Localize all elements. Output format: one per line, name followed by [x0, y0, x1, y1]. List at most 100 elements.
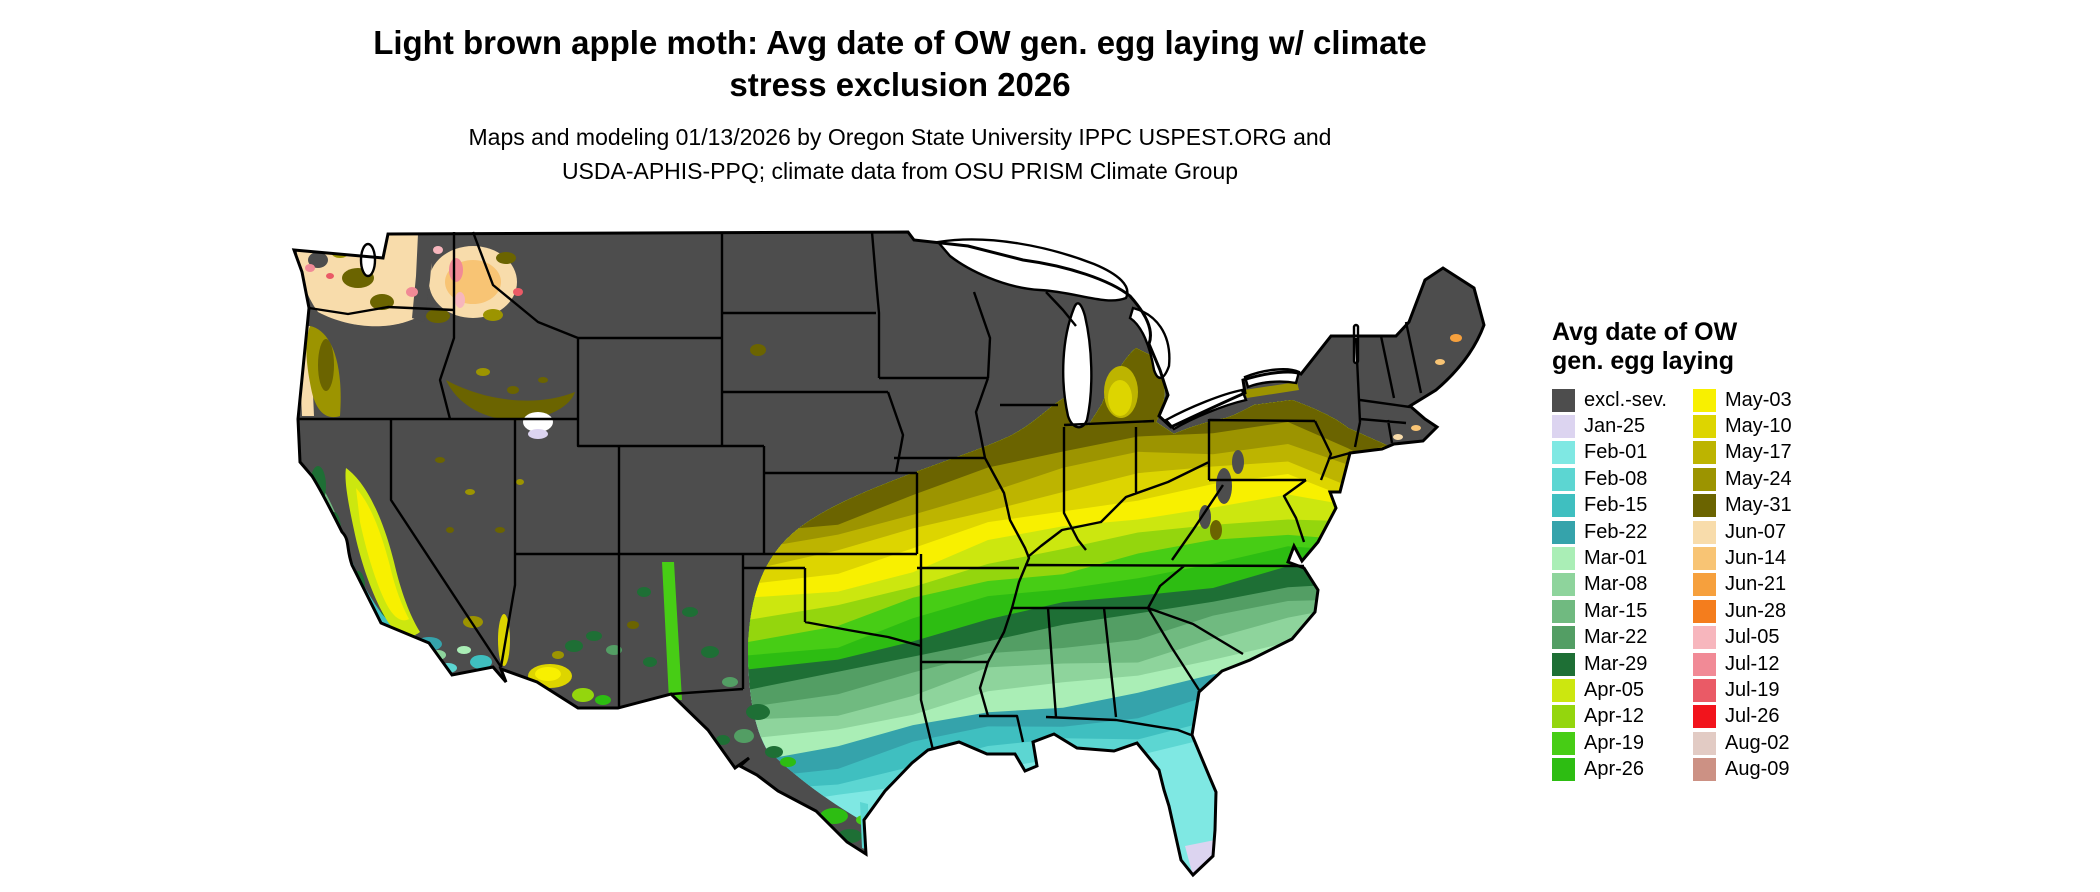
- legend-row: Apr-26: [1552, 756, 1667, 782]
- legend-column-1: excl.-sev. Jan-25 Feb-01 Feb-08 Feb-15 Feb-22…: [1552, 387, 1667, 783]
- map-patch: [426, 309, 450, 323]
- map-patch: [523, 412, 553, 432]
- map-patch: [435, 457, 445, 463]
- state-borders: [298, 231, 1423, 751]
- map-patch: [495, 527, 505, 533]
- legend-label: Apr-19: [1584, 731, 1645, 754]
- legend-swatch: [1692, 494, 1716, 518]
- legend-label: Jun-14: [1724, 547, 1787, 570]
- legend-swatch: [1692, 388, 1716, 412]
- legend-row: May-10: [1692, 413, 1792, 439]
- legend-label: May-03: [1724, 388, 1792, 411]
- lake-ontario: [1243, 368, 1301, 389]
- legend-row: Jul-19: [1692, 677, 1792, 703]
- legend-swatch: [1692, 705, 1716, 729]
- legend-swatch: [1552, 467, 1575, 491]
- page-subtitle-line1: Maps and modeling 01/13/2026 by Oregon S…: [468, 124, 1332, 150]
- map-patch: [765, 746, 783, 758]
- page-title-line1: Light brown apple moth: Avg date of OW g…: [373, 24, 1427, 61]
- legend-row: May-17: [1692, 440, 1792, 466]
- legend-row: Jan-25: [1552, 413, 1667, 439]
- legend-row: Aug-02: [1692, 730, 1792, 756]
- legend-column-2: May-03 May-10 May-17 May-24 May-31 Jun-07 Jun-…: [1692, 387, 1792, 783]
- map-patch: [1393, 434, 1403, 440]
- us-map: [292, 230, 1486, 877]
- map-patch: [627, 621, 639, 629]
- legend-row: Feb-08: [1552, 466, 1667, 492]
- legend-label: Apr-05: [1584, 678, 1645, 701]
- legend-row: Mar-01: [1552, 545, 1667, 571]
- legend-row: Mar-22: [1552, 625, 1667, 651]
- legend-title-line2: gen. egg laying: [1552, 347, 1734, 375]
- legend-swatch: [1692, 758, 1716, 782]
- map-patch: [565, 640, 583, 652]
- map-patch: [1199, 505, 1211, 529]
- map-patch: [572, 688, 594, 702]
- legend-label: Jul-05: [1724, 626, 1780, 649]
- legend-swatch: [1692, 626, 1716, 650]
- map-patch: [1232, 450, 1244, 474]
- legend-row: Jul-05: [1692, 625, 1792, 651]
- map-patch: [734, 729, 754, 743]
- legend-label: Feb-01: [1584, 441, 1648, 464]
- legend-row: Feb-15: [1552, 493, 1667, 519]
- legend-swatch: [1692, 678, 1716, 702]
- map-patch: [750, 344, 766, 356]
- legend-swatch: [1692, 441, 1716, 465]
- legend-swatch: [1552, 731, 1575, 755]
- map-patch: [637, 587, 651, 597]
- legend-swatch: [1692, 467, 1716, 491]
- legend-label: Aug-09: [1724, 758, 1790, 781]
- map-patch: [538, 377, 548, 383]
- map-patch: [722, 677, 738, 687]
- legend-row: Jun-21: [1692, 572, 1792, 598]
- legend-row: excl.-sev.: [1552, 387, 1667, 413]
- page-title: Light brown apple moth: Avg date of OW g…: [0, 22, 1800, 106]
- legend-swatch: [1552, 599, 1575, 623]
- legend-swatch: [1692, 573, 1716, 597]
- legend-title: Avg date of OW gen. egg laying: [1552, 318, 2072, 376]
- legend-swatch: [1552, 626, 1575, 650]
- legend-label: May-24: [1724, 467, 1792, 490]
- map-patch: [1108, 380, 1132, 416]
- map-patch: [308, 252, 328, 268]
- legend-row: May-24: [1692, 466, 1792, 492]
- legend-row: Jun-07: [1692, 519, 1792, 545]
- legend-label: Feb-08: [1584, 467, 1648, 490]
- legend-label: Feb-22: [1584, 520, 1648, 543]
- legend-swatch: [1692, 547, 1716, 571]
- map-legend: Avg date of OW gen. egg laying excl.-sev…: [1552, 318, 2072, 783]
- map-patch: [586, 631, 602, 641]
- map-patch: [643, 657, 657, 667]
- legend-row: Mar-15: [1552, 598, 1667, 624]
- legend-label: May-31: [1724, 494, 1792, 517]
- map-patch: [449, 258, 463, 282]
- legend-row: Apr-05: [1552, 677, 1667, 703]
- map-patch: [682, 607, 698, 617]
- legend-label: Apr-26: [1584, 758, 1645, 781]
- page-subtitle-line2: USDA-APHIS-PPQ; climate data from OSU PR…: [561, 158, 1239, 184]
- legend-row: Jun-28: [1692, 598, 1792, 624]
- legend-swatch: [1692, 599, 1716, 623]
- legend-label: Jan-25: [1584, 415, 1646, 438]
- legend-label: Jun-28: [1724, 599, 1787, 622]
- map-patch: [716, 735, 730, 745]
- legend-swatch: [1552, 388, 1575, 412]
- legend-label: Mar-29: [1584, 652, 1648, 675]
- legend-row: May-03: [1692, 387, 1792, 413]
- legend-row: Feb-22: [1552, 519, 1667, 545]
- map-patch: [326, 273, 334, 279]
- legend-swatch: [1692, 415, 1716, 439]
- legend-label: Mar-22: [1584, 626, 1648, 649]
- map-patch: [552, 651, 564, 659]
- legend-swatch: [1552, 441, 1575, 465]
- legend-row: Apr-19: [1552, 730, 1667, 756]
- map-patch: [1216, 468, 1232, 504]
- map-patch: [356, 488, 409, 621]
- map-patch: [476, 368, 490, 376]
- legend-swatch: [1692, 652, 1716, 676]
- map-patch: [406, 287, 418, 297]
- legend-label: Jul-19: [1724, 678, 1780, 701]
- legend-label: Jun-21: [1724, 573, 1787, 596]
- legend-row: Jun-14: [1692, 545, 1792, 571]
